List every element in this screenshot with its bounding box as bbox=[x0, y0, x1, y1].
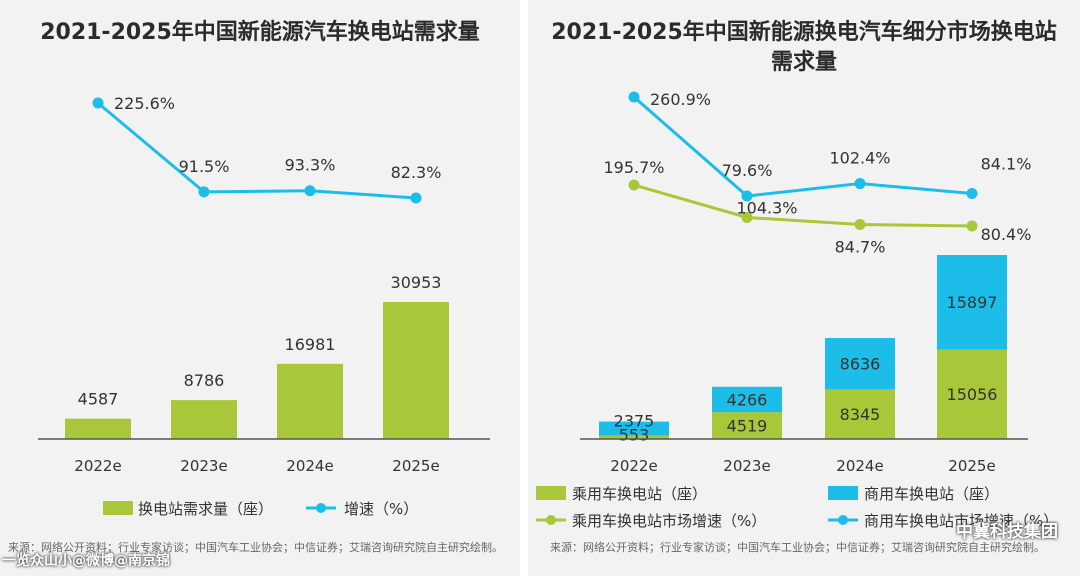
right-bar-passenger bbox=[937, 349, 1007, 439]
left-bar bbox=[171, 400, 237, 439]
left-legend-bar-swatch bbox=[103, 501, 133, 515]
left-legend-line-label: 增速（%） bbox=[344, 500, 418, 518]
right-passenger-growth-point bbox=[628, 179, 640, 191]
left-bar-value-label: 4587 bbox=[78, 390, 119, 409]
left-x-tick-label: 2025e bbox=[392, 457, 439, 475]
right-legend-commercial-label: 商用车换电站（座） bbox=[864, 485, 999, 503]
left-bar bbox=[277, 363, 343, 439]
right-commercial-growth-label: 84.1% bbox=[981, 155, 1032, 174]
right-bar-commercial-value: 4266 bbox=[727, 390, 768, 409]
right-commercial-growth-line bbox=[633, 95, 973, 198]
right-passenger-growth-line bbox=[633, 183, 973, 228]
right-chart-svg: 260.9% 79.6% 102.4% 84.1% 195.7% 104.3% 84.7% 8… bbox=[536, 90, 1058, 530]
left-x-tick-label: 2024e bbox=[286, 457, 333, 475]
left-watermark: 一览众山小@微博@南京锦 bbox=[2, 553, 170, 569]
right-passenger-growth-label: 80.4% bbox=[981, 225, 1032, 244]
right-x-tick-label: 2022e bbox=[610, 457, 657, 475]
right-bar-commercial bbox=[712, 386, 782, 413]
left-growth-label: 93.3% bbox=[285, 156, 336, 175]
left-bar-value-label: 16981 bbox=[285, 335, 336, 354]
right-legend-commercial-growth-marker bbox=[838, 515, 848, 525]
left-bar bbox=[383, 302, 449, 439]
left-source-note: 来源：网络公开资料；行业专家访谈；中国汽车工业协会；中信证券；艾瑞咨询研究院自主… bbox=[8, 541, 503, 554]
right-legend-commercial-swatch bbox=[828, 486, 858, 500]
left-growth-point bbox=[92, 97, 104, 109]
left-growth-label: 82.3% bbox=[391, 163, 442, 182]
right-passenger-growth-point bbox=[854, 218, 866, 230]
left-legend-bar-label: 换电站需求量（座） bbox=[138, 500, 273, 518]
right-passenger-growth-label: 84.7% bbox=[835, 237, 886, 256]
right-bar-passenger-value: 15056 bbox=[947, 385, 998, 404]
right-bar-passenger bbox=[712, 412, 782, 439]
right-bar-passenger-value: 4519 bbox=[727, 417, 768, 436]
right-chart-panel: 2021-2025年中国新能源换电汽车细分市场换电站需求量 260.9% 79.6… bbox=[528, 0, 1080, 576]
left-bar-value-label: 8786 bbox=[184, 371, 225, 390]
right-legend-passenger-growth-label: 乘用车换电站市场增速（%） bbox=[572, 512, 766, 530]
right-watermark: 中冀科技集团 bbox=[956, 522, 1058, 542]
right-commercial-growth-point bbox=[966, 188, 978, 200]
left-bar bbox=[65, 418, 131, 439]
left-x-tick-label: 2023e bbox=[180, 457, 227, 475]
right-passenger-growth-point bbox=[741, 212, 753, 224]
right-legend-commercial-growth-label: 商用车换电站市场增速（%） bbox=[864, 512, 1058, 530]
right-passenger-growth-label: 104.3% bbox=[736, 199, 797, 218]
right-bar-passenger-value: 8345 bbox=[840, 405, 881, 424]
left-chart-svg: 225.6% 91.5% 93.3% 82.3% 4587 8786 16981 30953… bbox=[38, 94, 490, 518]
left-growth-label: 225.6% bbox=[114, 94, 175, 113]
right-bar-commercial-value: 15897 bbox=[947, 293, 998, 312]
left-growth-point bbox=[198, 186, 210, 198]
left-bar-value-label: 30953 bbox=[391, 273, 442, 292]
right-bar-commercial bbox=[599, 421, 669, 436]
left-chart-panel: 2021-2025年中国新能源汽车换电站需求量 225.6% 91.5% 93.3%… bbox=[0, 0, 520, 576]
right-bar-passenger bbox=[599, 435, 669, 439]
right-source-note: 来源：网络公开资料；行业专家访谈；中国汽车工业协会；中信证券；艾瑞咨询研究院自主… bbox=[550, 541, 1045, 554]
right-bar-commercial bbox=[937, 255, 1007, 350]
right-bar-commercial bbox=[825, 338, 895, 390]
right-bar-commercial-value: 8636 bbox=[840, 355, 881, 374]
right-chart-title: 2021-2025年中国新能源换电汽车细分市场换电站需求量 bbox=[551, 20, 1057, 75]
right-passenger-growth-point bbox=[966, 220, 978, 232]
right-commercial-growth-label: 102.4% bbox=[829, 149, 890, 168]
left-x-tick-label: 2022e bbox=[74, 457, 121, 475]
left-growth-point bbox=[410, 192, 422, 204]
left-growth-point bbox=[304, 185, 316, 197]
right-legend-passenger-label: 乘用车换电站（座） bbox=[572, 485, 707, 503]
right-x-tick-label: 2024e bbox=[836, 457, 883, 475]
right-bar-commercial-value: 2375 bbox=[614, 412, 655, 431]
right-commercial-growth-label: 260.9% bbox=[650, 90, 711, 109]
right-commercial-growth-point bbox=[741, 190, 753, 202]
right-commercial-growth-label: 79.6% bbox=[722, 161, 773, 180]
left-growth-line bbox=[97, 101, 417, 200]
right-commercial-growth-point bbox=[628, 91, 640, 103]
left-legend-line-marker bbox=[316, 503, 326, 513]
right-legend-passenger-swatch bbox=[536, 486, 566, 500]
right-passenger-growth-label: 195.7% bbox=[603, 158, 664, 177]
left-growth-label: 91.5% bbox=[179, 157, 230, 176]
left-chart-title: 2021-2025年中国新能源汽车换电站需求量 bbox=[40, 20, 480, 45]
right-commercial-growth-point bbox=[854, 178, 866, 190]
right-legend-passenger-growth-marker bbox=[546, 515, 556, 525]
panel-divider bbox=[520, 0, 528, 576]
right-x-tick-label: 2023e bbox=[723, 457, 770, 475]
right-bar-passenger bbox=[825, 389, 895, 439]
right-x-tick-label: 2025e bbox=[948, 457, 995, 475]
